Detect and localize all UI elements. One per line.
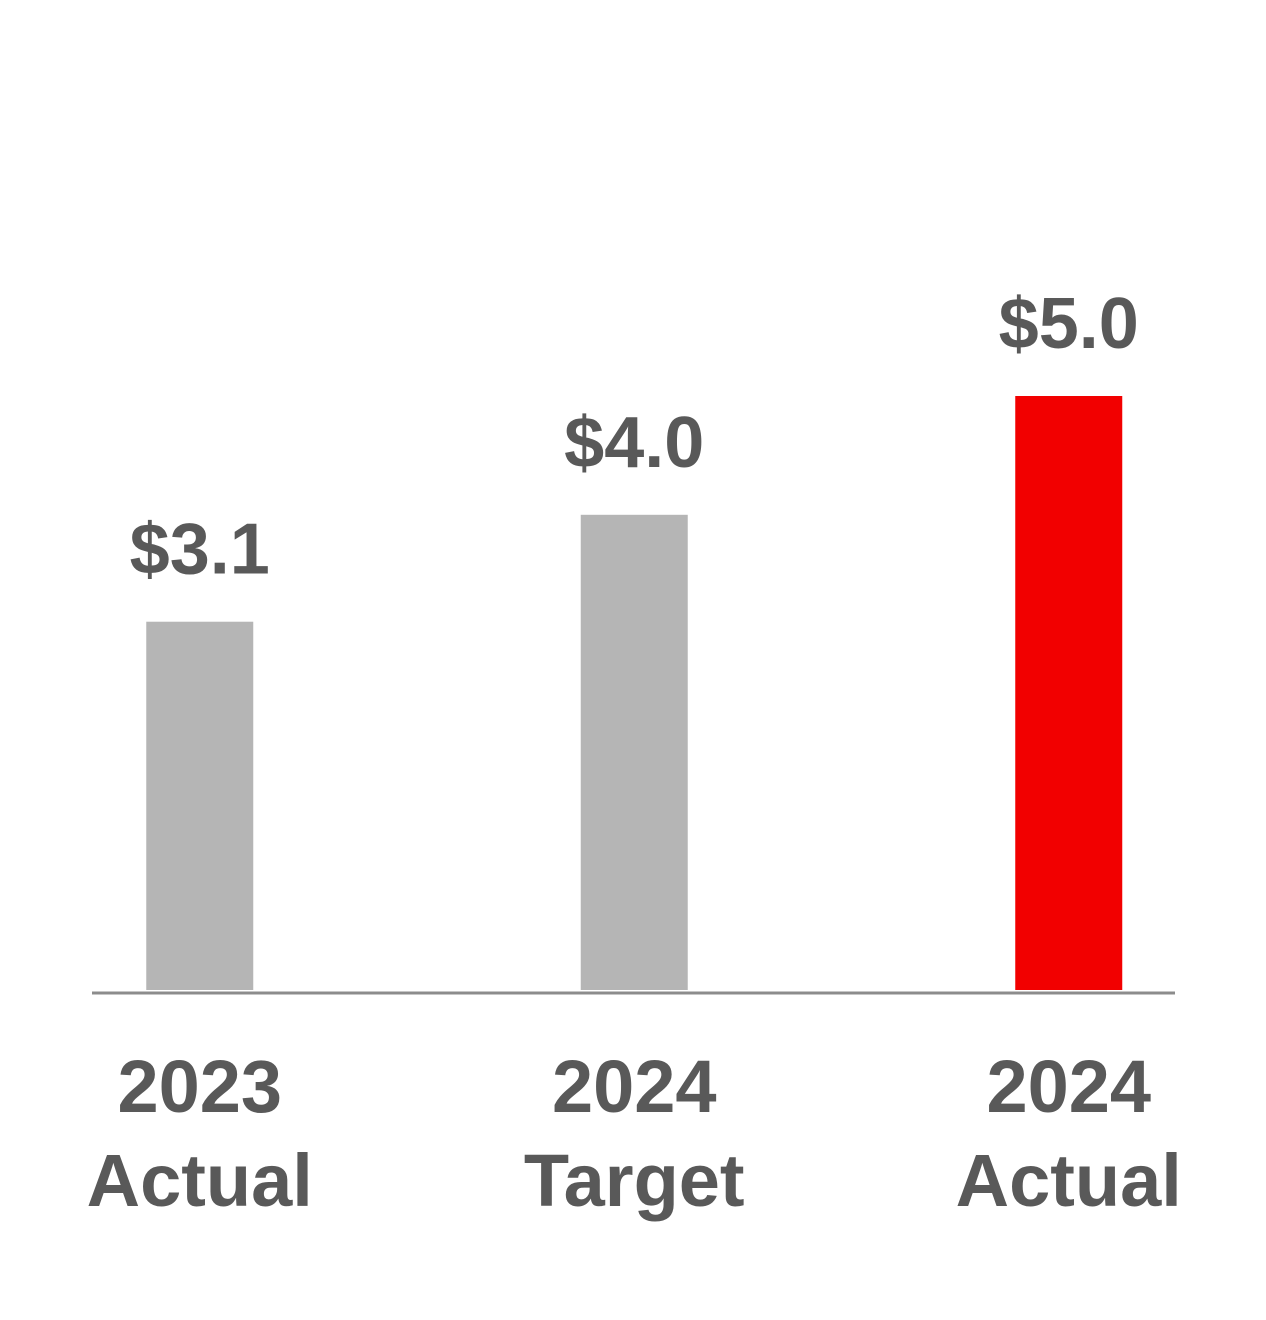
x-tick-label: 2023 Actual [86, 1045, 313, 1222]
x-tick-label: 2024 Target [523, 1045, 745, 1222]
bar [1015, 396, 1123, 990]
value-label: $3.1 [130, 510, 270, 590]
value-label: $5.0 [999, 284, 1139, 364]
bar [580, 514, 688, 990]
value-label: $4.0 [564, 403, 704, 483]
bar [146, 621, 254, 990]
x-tick-label: 2024 Actual [955, 1045, 1182, 1222]
